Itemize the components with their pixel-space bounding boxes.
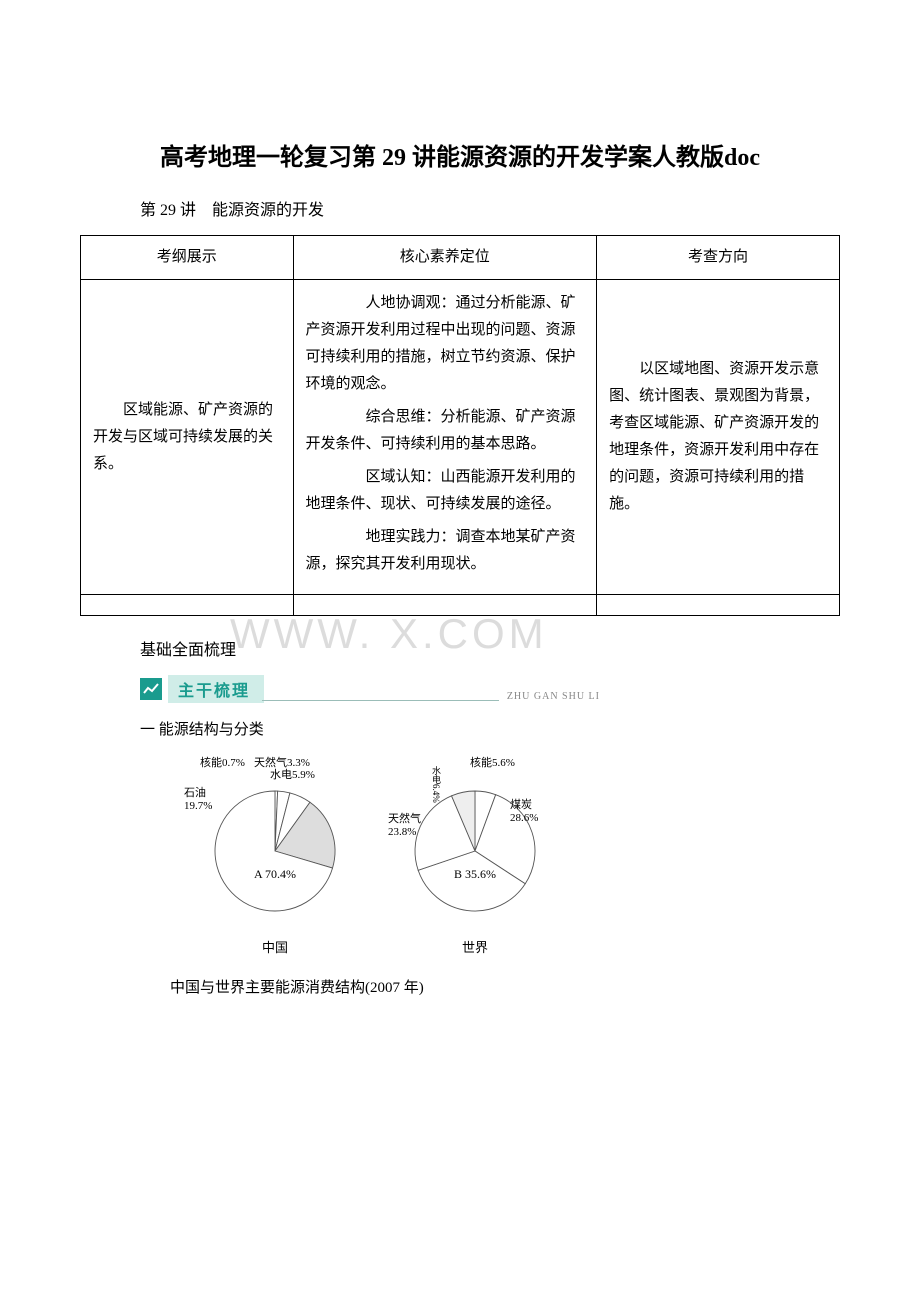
pie-label: 天然气23.8%: [388, 810, 421, 838]
section-base-review: 基础全面梳理: [140, 636, 840, 660]
chart-line-icon: [140, 678, 162, 700]
pie-label: 水电5.9%: [270, 766, 315, 782]
table-empty-row: [81, 595, 840, 616]
table-header: 核心素养定位: [293, 236, 597, 280]
table-row: 区域能源、矿产资源的开发与区域可持续发展的关系。 人地协调观：通过分析能源、矿产…: [81, 280, 840, 595]
competency-p1: 人地协调观：通过分析能源、矿产资源开发利用过程中出现的问题、资源可持续利用的措施…: [306, 290, 585, 398]
table-header-row: 考纲展示 核心素养定位 考查方向: [81, 236, 840, 280]
svg-text:B 35.6%: B 35.6%: [454, 867, 496, 881]
world-caption: 世界: [462, 937, 488, 956]
banner-pinyin: ZHU GAN SHU LI: [507, 691, 600, 702]
pie-label: 核能5.6%: [470, 754, 515, 770]
table-cell-competency: 人地协调观：通过分析能源、矿产资源开发利用过程中出现的问题、资源可持续利用的措施…: [293, 280, 597, 595]
pie-label: 石油19.7%: [184, 784, 212, 812]
banner-text: 主干梳理: [168, 675, 264, 703]
pie-charts: 核能0.7%天然气3.3%水电5.9%石油19.7% A 70.4% 中国 核能…: [190, 754, 840, 956]
competency-p2: 综合思维：分析能源、矿产资源开发条件、可持续利用的基本思路。: [306, 404, 585, 458]
lecture-subtitle: 第 29 讲 能源资源的开发: [140, 196, 840, 220]
table-cell-direction: 以区域地图、资源开发示意图、统计图表、景观图为背景，考查区域能源、矿产资源开发的…: [597, 280, 840, 595]
syllabus-table: 考纲展示 核心素养定位 考查方向 区域能源、矿产资源的开发与区域可持续发展的关系…: [80, 235, 840, 616]
china-chart: 核能0.7%天然气3.3%水电5.9%石油19.7% A 70.4% 中国: [190, 754, 360, 956]
section-banner: 主干梳理 ZHU GAN SHU LI: [140, 675, 600, 703]
competency-p4: 地理实践力：调查本地某矿产资源，探究其开发利用现状。: [306, 524, 585, 578]
china-caption: 中国: [262, 937, 288, 956]
competency-p3: 区域认知：山西能源开发利用的地理条件、现状、可持续发展的途径。: [306, 464, 585, 518]
china-pie: A 70.4%: [200, 776, 350, 926]
world-chart: 核能5.6%煤炭28.6%天然气23.8%水电6.4% B 35.6% 世界: [390, 754, 560, 956]
table-header: 考纲展示: [81, 236, 294, 280]
pie-label: 水电6.4%: [430, 766, 443, 803]
table-header: 考查方向: [597, 236, 840, 280]
banner-underline: [262, 700, 499, 701]
page-title: 高考地理一轮复习第 29 讲能源资源的开发学案人教版doc: [80, 140, 840, 176]
subsection-title: 一 能源结构与分类: [140, 718, 840, 739]
banner-left: 主干梳理: [140, 675, 264, 703]
china-labels: 核能0.7%天然气3.3%水电5.9%石油19.7%: [190, 754, 360, 776]
charts-caption: 中国与世界主要能源消费结构(2007 年): [140, 976, 840, 997]
svg-text:A 70.4%: A 70.4%: [254, 867, 296, 881]
pie-label: 核能0.7%: [200, 754, 245, 770]
world-labels: 核能5.6%煤炭28.6%天然气23.8%水电6.4%: [390, 754, 560, 776]
table-cell-outline: 区域能源、矿产资源的开发与区域可持续发展的关系。: [81, 280, 294, 595]
pie-label: 煤炭28.6%: [510, 796, 538, 824]
